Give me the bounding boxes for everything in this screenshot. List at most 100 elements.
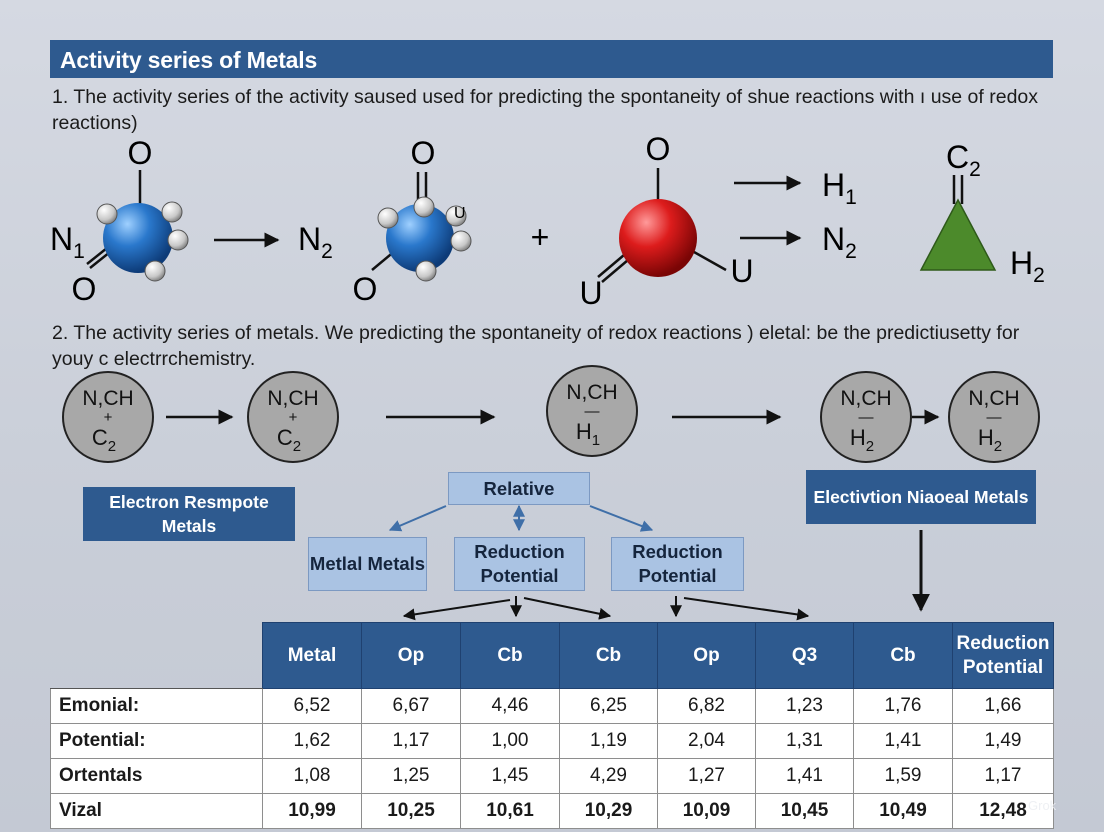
- table-cell: 10,29: [559, 793, 658, 829]
- molecule-1: O N1 O: [50, 135, 189, 307]
- table-header-cell: Op: [657, 622, 756, 689]
- flow-circle-sub: 1: [592, 432, 600, 449]
- reduction-potential-box-1: Reduction Potential: [454, 537, 585, 591]
- flow-circle-line1: N,CH: [267, 387, 318, 410]
- table-cell: 10,49: [853, 793, 953, 829]
- metal-metals-box: Metlal Metals: [308, 537, 427, 591]
- flow-circle: N,CH—H2: [948, 371, 1040, 463]
- flow-circle-sub: 2: [108, 438, 116, 455]
- table-header-cell: Cb: [853, 622, 953, 689]
- flow-circle-line1: N,CH: [840, 387, 891, 410]
- mol2-top-label: O: [411, 135, 436, 171]
- table-cell: 1,25: [361, 758, 461, 794]
- flow-circle-line2: H: [850, 425, 866, 450]
- flow-circle-line2: C: [92, 425, 108, 450]
- table-cell: 1,19: [559, 723, 658, 759]
- svg-text:H2: H2: [1010, 245, 1045, 287]
- table-row: Potential: 1,62 1,17 1,00 1,19 2,04 1,31 1,41 1,…: [50, 723, 1054, 759]
- potentials-table: Metal Op Cb Cb Op Q3 Cb Reduction Potential Emo…: [50, 622, 1054, 829]
- product1-label: N: [298, 221, 321, 257]
- molecule-2: O O U: [353, 135, 472, 307]
- page-title: Activity series of Metals: [50, 40, 1053, 78]
- electron-metals-box: Electron Resmpote Metals: [83, 487, 295, 541]
- table-cell: 1,45: [460, 758, 560, 794]
- table-cell: 1,17: [361, 723, 461, 759]
- relative-arrow-left: [388, 505, 447, 532]
- table-cell: 10,99: [262, 793, 362, 829]
- triangle-top-sub: 2: [969, 158, 981, 181]
- table-cell: 10,45: [755, 793, 854, 829]
- flow-circle-mid: +: [104, 409, 113, 426]
- reaction-diagram: O N1 O N2 O O U + O U U H1 N2: [50, 131, 1045, 311]
- triangle-right-label: H: [1010, 245, 1033, 281]
- table-cell: 10,25: [361, 793, 461, 829]
- svg-text:C2: C2: [277, 425, 301, 455]
- table-cell: 10,09: [657, 793, 756, 829]
- flow-circle: N,CH+C2: [247, 371, 339, 463]
- triangle-right-sub: 2: [1033, 264, 1045, 287]
- table-cell: 6,82: [657, 688, 756, 724]
- intro-paragraph-1: 1. The activity series of the activity s…: [52, 86, 1039, 134]
- mol1-bottom-label: O: [72, 271, 97, 307]
- mol1-left-sub: 1: [73, 240, 85, 263]
- table-cell: 6,25: [559, 688, 658, 724]
- product-n-sub: 2: [845, 240, 857, 263]
- table-cell: 1,08: [262, 758, 362, 794]
- flow-diagram: N,CH+C2N,CH+C2N,CH—H1N,CH—H2N,CH—H2: [62, 365, 1040, 621]
- relative-arrow-right: [589, 505, 654, 532]
- table-cell: 4,29: [559, 758, 658, 794]
- table-cell: 1,62: [262, 723, 362, 759]
- svg-text:N2: N2: [298, 221, 333, 263]
- reduction-potential-box-2: Reduction Potential: [611, 537, 744, 591]
- table-cell: 12,48: [952, 793, 1054, 829]
- table-cell: 1,41: [853, 723, 953, 759]
- table-cell: 1,23: [755, 688, 854, 724]
- table-cell: 1,49: [952, 723, 1054, 759]
- mol2-tag-label: U: [454, 205, 466, 222]
- flow-circle-mid: —: [859, 409, 874, 426]
- svg-text:N2: N2: [822, 221, 857, 263]
- svg-text:H2: H2: [850, 425, 874, 455]
- flow-circle-line2: H: [576, 419, 592, 444]
- flow-circle-mid: +: [289, 409, 298, 426]
- svg-text:C2: C2: [92, 425, 116, 455]
- svg-text:H1: H1: [576, 419, 600, 449]
- mol2-bottom-label: O: [353, 271, 378, 307]
- svg-text:H2: H2: [978, 425, 1002, 455]
- table-row-label: Emonial:: [50, 688, 263, 724]
- triangle-molecule: C2 H2: [919, 139, 1045, 287]
- product-h-label: H: [822, 167, 845, 203]
- flow-circle: N,CH—H2: [820, 371, 912, 463]
- table-cell: 4,46: [460, 688, 560, 724]
- table-cell: 1,41: [755, 758, 854, 794]
- table-row: Emonial: 6,52 6,67 4,46 6,25 6,82 1,23 1,76 1,66: [50, 688, 1054, 724]
- mol1-left-label: N: [50, 221, 73, 257]
- svg-text:C2: C2: [946, 139, 981, 181]
- product-n-label: N: [822, 221, 845, 257]
- table-header-cell: Reduction Potential: [952, 622, 1054, 689]
- table-cell: 1,76: [853, 688, 953, 724]
- table-row: Vizal 10,99 10,25 10,61 10,29 10,09 10,45 10,49…: [50, 793, 1054, 829]
- table-cell: 1,00: [460, 723, 560, 759]
- flow-circle: N,CH+C2: [62, 371, 154, 463]
- flow-circle-mid: —: [987, 409, 1002, 426]
- table-row-label: Ortentals: [50, 758, 263, 794]
- table-row-label: Potential:: [50, 723, 263, 759]
- table-cell: 1,27: [657, 758, 756, 794]
- product1-sub: 2: [321, 240, 333, 263]
- table-cell: 6,67: [361, 688, 461, 724]
- flow-circle-mid: —: [585, 403, 600, 420]
- table-cell: 10,61: [460, 793, 560, 829]
- table-header-cell: Cb: [460, 622, 560, 689]
- table-arrow-3: [523, 597, 612, 620]
- table-cell: 1,31: [755, 723, 854, 759]
- svg-text:H1: H1: [822, 167, 857, 209]
- table-arrow-5: [683, 597, 810, 621]
- flow-circle-line2: C: [277, 425, 293, 450]
- triangle-top-label: C: [946, 139, 969, 175]
- table-header-cell: Op: [361, 622, 461, 689]
- plus-sign: +: [531, 219, 550, 255]
- table-cell: 1,17: [952, 758, 1054, 794]
- table-header-cell: Metal: [262, 622, 362, 689]
- table-cell: 6,52: [262, 688, 362, 724]
